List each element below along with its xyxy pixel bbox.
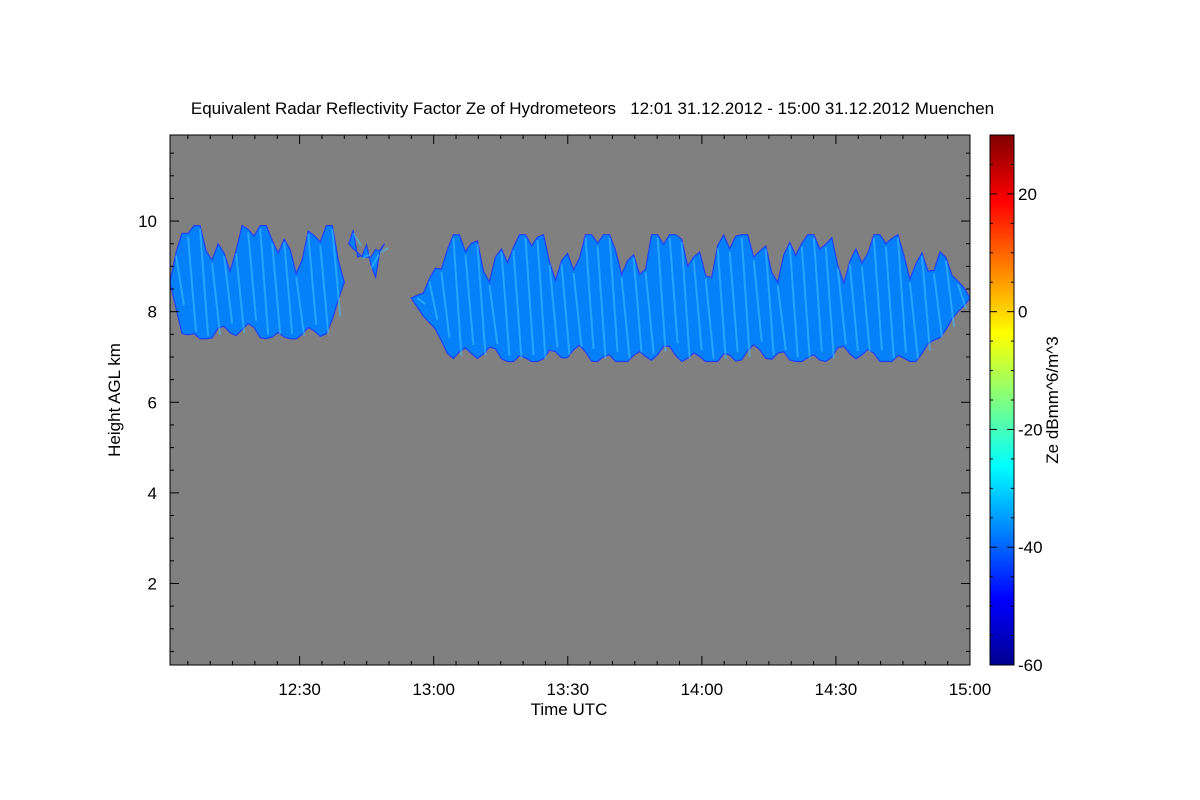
plot-background (170, 135, 970, 665)
echo-streak (596, 246, 607, 359)
echo-streak (668, 237, 679, 344)
x-tick-label: 14:00 (681, 680, 724, 699)
colorbar-tick-label: -20 (1018, 420, 1043, 439)
echo-streak (175, 255, 185, 306)
echo-streak (957, 283, 967, 309)
echo-streak (187, 236, 198, 332)
echo-streak (259, 228, 270, 335)
y-tick-label: 4 (148, 484, 157, 503)
echo-streak (560, 263, 571, 355)
echo-streak (223, 256, 234, 324)
y-tick-label: 6 (148, 393, 157, 412)
echo-streak (548, 264, 559, 348)
echo-streak (361, 253, 371, 260)
echo-streak (295, 276, 306, 336)
echo-streak (884, 246, 895, 359)
echo-streak (800, 246, 811, 359)
echo-streak (584, 237, 595, 349)
echo-streak (764, 248, 775, 356)
echo-streak (848, 264, 859, 352)
echo-streak (440, 271, 451, 338)
echo-streak (572, 272, 583, 347)
echo-streak (776, 285, 787, 351)
echo-streak (644, 271, 655, 354)
echo-streak (824, 247, 835, 359)
echo-streak (788, 245, 799, 358)
echo-streak (752, 260, 763, 342)
echo-streak (812, 237, 823, 352)
echo-streak (379, 247, 389, 254)
echo-streak (836, 268, 847, 345)
x-tick-label: 12:30 (278, 680, 321, 699)
x-tick-label: 15:00 (949, 680, 992, 699)
colorbar-tick-label: -40 (1018, 538, 1043, 557)
echo-streak (632, 257, 643, 353)
echo-streak (370, 253, 380, 269)
echo-streak (524, 237, 535, 355)
x-tick-label: 14:30 (815, 680, 858, 699)
y-tick-label: 10 (138, 212, 157, 231)
echo-region-cloud-2 (348, 229, 386, 280)
echo-streak (331, 228, 342, 317)
echo-streak (428, 281, 439, 320)
echo-streak (488, 284, 499, 345)
y-tick-label: 2 (148, 574, 157, 593)
echo-streak (932, 273, 943, 338)
echo-streak (307, 233, 318, 325)
echo-streak (416, 297, 426, 305)
echo-streak (271, 243, 282, 335)
echo-streak (740, 237, 751, 358)
echo-streak (896, 237, 907, 353)
echo-streak (235, 253, 246, 333)
y-tick-label: 8 (148, 303, 157, 322)
colorbar-tick-label: 20 (1018, 185, 1037, 204)
echo-streak (908, 282, 919, 359)
colorbar (989, 134, 1015, 666)
echo-streak (211, 262, 222, 336)
echo-streak (247, 232, 258, 321)
y-axis-label: Height AGL km (105, 343, 124, 457)
echo-streak (872, 237, 883, 351)
chart-title: Equivalent Radar Reflectivity Factor Ze … (190, 99, 995, 118)
colorbar-tick-label: -60 (1018, 656, 1043, 675)
echo-streak (716, 248, 727, 359)
echo-streak (352, 232, 363, 247)
echo-streak (608, 237, 619, 352)
echo-streak (680, 242, 691, 359)
echo-streak (860, 265, 871, 352)
echo-streak (476, 243, 487, 356)
echo-streak (199, 228, 210, 336)
colorbar-tick-label: 0 (1018, 303, 1027, 322)
x-tick-label: 13:00 (412, 680, 455, 699)
x-axis-label: Time UTC (531, 700, 608, 719)
echo-streak (656, 237, 667, 352)
echo-streak (920, 255, 931, 351)
echo-streak (464, 254, 475, 346)
echo-streak (620, 277, 631, 359)
echo-streak (512, 250, 523, 359)
echo-streak (728, 251, 739, 353)
echo-streak (704, 278, 715, 359)
echo-streak (452, 237, 463, 356)
echo-streak (500, 251, 511, 356)
colorbar-label: Ze dBmm^6/m^3 (1043, 336, 1062, 463)
echo-streak (692, 259, 703, 351)
x-tick-label: 13:30 (546, 680, 589, 699)
echo-streak (536, 240, 547, 359)
echo-streak (944, 260, 955, 327)
echo-streak (283, 242, 294, 334)
echo-streak (319, 245, 330, 334)
plot-frame (169, 134, 971, 666)
